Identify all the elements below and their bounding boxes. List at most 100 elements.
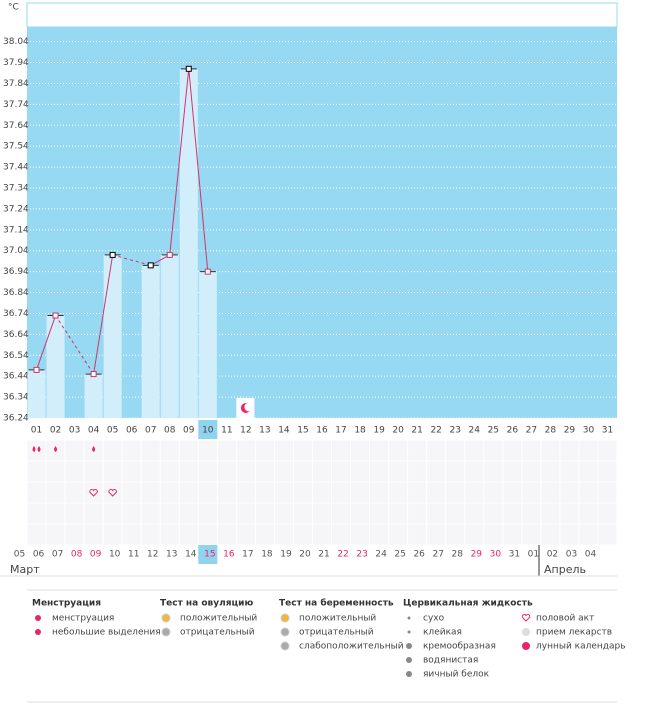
grid-cell — [408, 503, 427, 524]
grid-cell — [103, 524, 122, 545]
grid-cell — [217, 524, 236, 545]
grid-cell — [370, 524, 389, 545]
grid-cell — [160, 482, 179, 503]
grid-cell — [274, 440, 293, 461]
temp-line — [93, 254, 114, 375]
legend-item: отрицательный — [180, 628, 255, 638]
grid-cell — [332, 482, 351, 503]
cycle-day: 14 — [278, 426, 290, 436]
grid-cell — [274, 461, 293, 482]
date: 27 — [432, 550, 443, 560]
grid-cell — [46, 503, 65, 524]
grid-cell — [541, 482, 560, 503]
grid-cell — [255, 524, 274, 545]
grid-cell — [389, 440, 408, 461]
grid-cell — [465, 524, 484, 545]
grid-cell — [560, 461, 579, 482]
gap-connector — [112, 254, 151, 266]
legend-item: менструация — [52, 614, 114, 624]
legend-item: яичный белок — [423, 670, 490, 680]
cycle-day: 16 — [316, 426, 328, 436]
cycle-day: 25 — [488, 426, 499, 436]
date: 21 — [318, 550, 329, 560]
grid-cell — [579, 461, 598, 482]
grid-cell — [84, 461, 103, 482]
grid-cell — [312, 503, 332, 524]
legend-item: отрицательный — [299, 628, 374, 638]
grid-cell — [255, 440, 274, 461]
grid-cell — [598, 440, 617, 461]
grid-cell — [446, 461, 465, 482]
grid-cell — [65, 503, 84, 524]
date: 26 — [413, 550, 425, 560]
grid-cell — [274, 524, 293, 545]
temp-line — [36, 315, 57, 371]
legend-item: слабоположительный — [299, 642, 404, 652]
grid-cell — [65, 482, 84, 503]
date: 03 — [566, 550, 577, 560]
bar — [103, 254, 122, 418]
grid-cell — [274, 482, 293, 503]
grid-cell — [446, 503, 465, 524]
grid-cell — [522, 440, 541, 461]
legend-icon — [407, 630, 411, 634]
grid-cell — [484, 482, 503, 503]
grid-cell — [503, 524, 522, 545]
grid-cell — [65, 440, 84, 461]
grid-cell — [484, 440, 503, 461]
moon-cut — [244, 402, 254, 412]
grid-cell — [312, 440, 332, 461]
legend-title: Цервикальная жидкость — [403, 599, 533, 609]
grid-cell — [598, 482, 617, 503]
legend-icon — [35, 629, 41, 635]
legend-icon — [522, 628, 530, 636]
grid-cell — [560, 440, 579, 461]
date: 07 — [52, 550, 63, 560]
date: 02 — [547, 550, 558, 560]
grid-cell — [560, 524, 579, 545]
grid-cell — [370, 482, 389, 503]
marker — [204, 268, 211, 275]
legend-title: Менструация — [32, 599, 101, 609]
date: 05 — [14, 550, 25, 560]
y-tick-label: 37.84 — [3, 79, 29, 89]
today-box — [198, 420, 218, 439]
grid-cell — [484, 524, 503, 545]
date: 28 — [452, 550, 464, 560]
marker — [166, 251, 173, 258]
top-strip — [26, 2, 618, 28]
month: Март — [10, 563, 40, 576]
grid-cell — [236, 503, 255, 524]
marker — [185, 65, 192, 72]
cycle-day: 10 — [202, 426, 214, 436]
legend-icon — [35, 615, 41, 621]
date: 13 — [166, 550, 177, 560]
grid-cell — [370, 503, 389, 524]
date: 31 — [509, 550, 520, 560]
grid-cell — [141, 461, 160, 482]
marker — [52, 312, 59, 319]
legend-icon — [280, 641, 290, 651]
date: 18 — [261, 550, 273, 560]
cycle-day: 05 — [107, 426, 118, 436]
date: 12 — [147, 550, 158, 560]
grid-cell — [351, 440, 370, 461]
grid-cell — [332, 524, 351, 545]
marker — [90, 371, 97, 378]
legend-icon — [521, 614, 531, 622]
temp-line — [150, 68, 209, 272]
grid-cell — [503, 461, 522, 482]
drop — [37, 446, 41, 452]
grid-cell — [27, 524, 46, 545]
legend-item: небольшие выделения — [52, 628, 161, 638]
grid-cell — [427, 482, 446, 503]
cycle-day: 23 — [449, 426, 460, 436]
grid-cell — [198, 440, 217, 461]
y-tick-label: 37.74 — [3, 100, 29, 110]
grid-cell — [408, 482, 427, 503]
grid-cell — [217, 461, 236, 482]
date: 14 — [185, 550, 197, 560]
grid-cell — [389, 503, 408, 524]
heart — [89, 489, 98, 497]
grid-cell — [427, 461, 446, 482]
